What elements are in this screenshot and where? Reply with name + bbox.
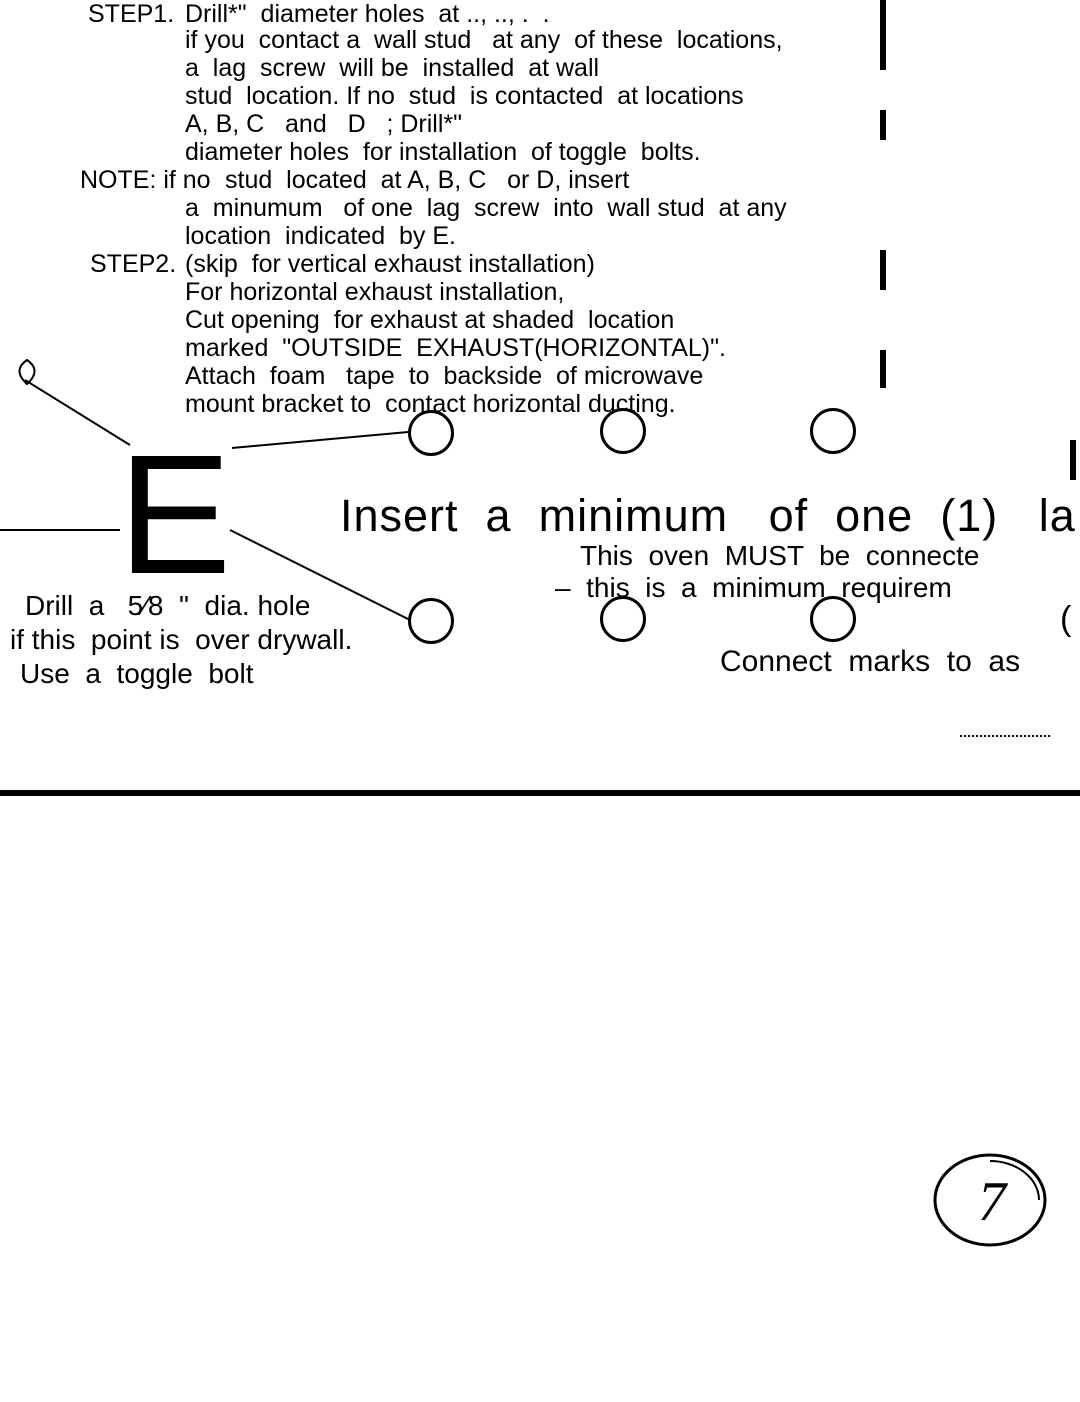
mounting-hole-circle <box>810 408 856 454</box>
tick-mark <box>880 350 886 388</box>
mounting-hole-circle <box>408 598 454 644</box>
tick-mark <box>880 250 886 290</box>
tick-mark <box>880 110 886 140</box>
mounting-hole-circle <box>408 410 454 456</box>
dotted-segment <box>960 735 1050 737</box>
diagram-lines <box>0 0 1080 1402</box>
drill-note-l3: Use a toggle bolt <box>20 658 253 690</box>
divider-line <box>0 790 1080 796</box>
insert-sub1: This oven MUST be connecte <box>580 540 979 572</box>
drill-note-l2: if this point is over drywall. <box>10 624 352 656</box>
right-edge-mark <box>1070 440 1076 480</box>
page-number: 7 <box>978 1170 1006 1234</box>
document-page: STEP1. Drill*" diameter holes at .., ..,… <box>0 0 1080 1402</box>
connect-text: Connect marks to as <box>720 645 1020 680</box>
tick-mark <box>880 0 886 70</box>
insert-sub2: – this is a minimum requirem <box>555 572 952 604</box>
paren-fragment: ( <box>1060 600 1071 639</box>
mounting-hole-circle <box>600 408 646 454</box>
drill-note-l1: Drill a 5⁄8 " dia. hole <box>25 590 310 622</box>
insert-main: Insert a minimum of one (1) la <box>340 490 1076 542</box>
